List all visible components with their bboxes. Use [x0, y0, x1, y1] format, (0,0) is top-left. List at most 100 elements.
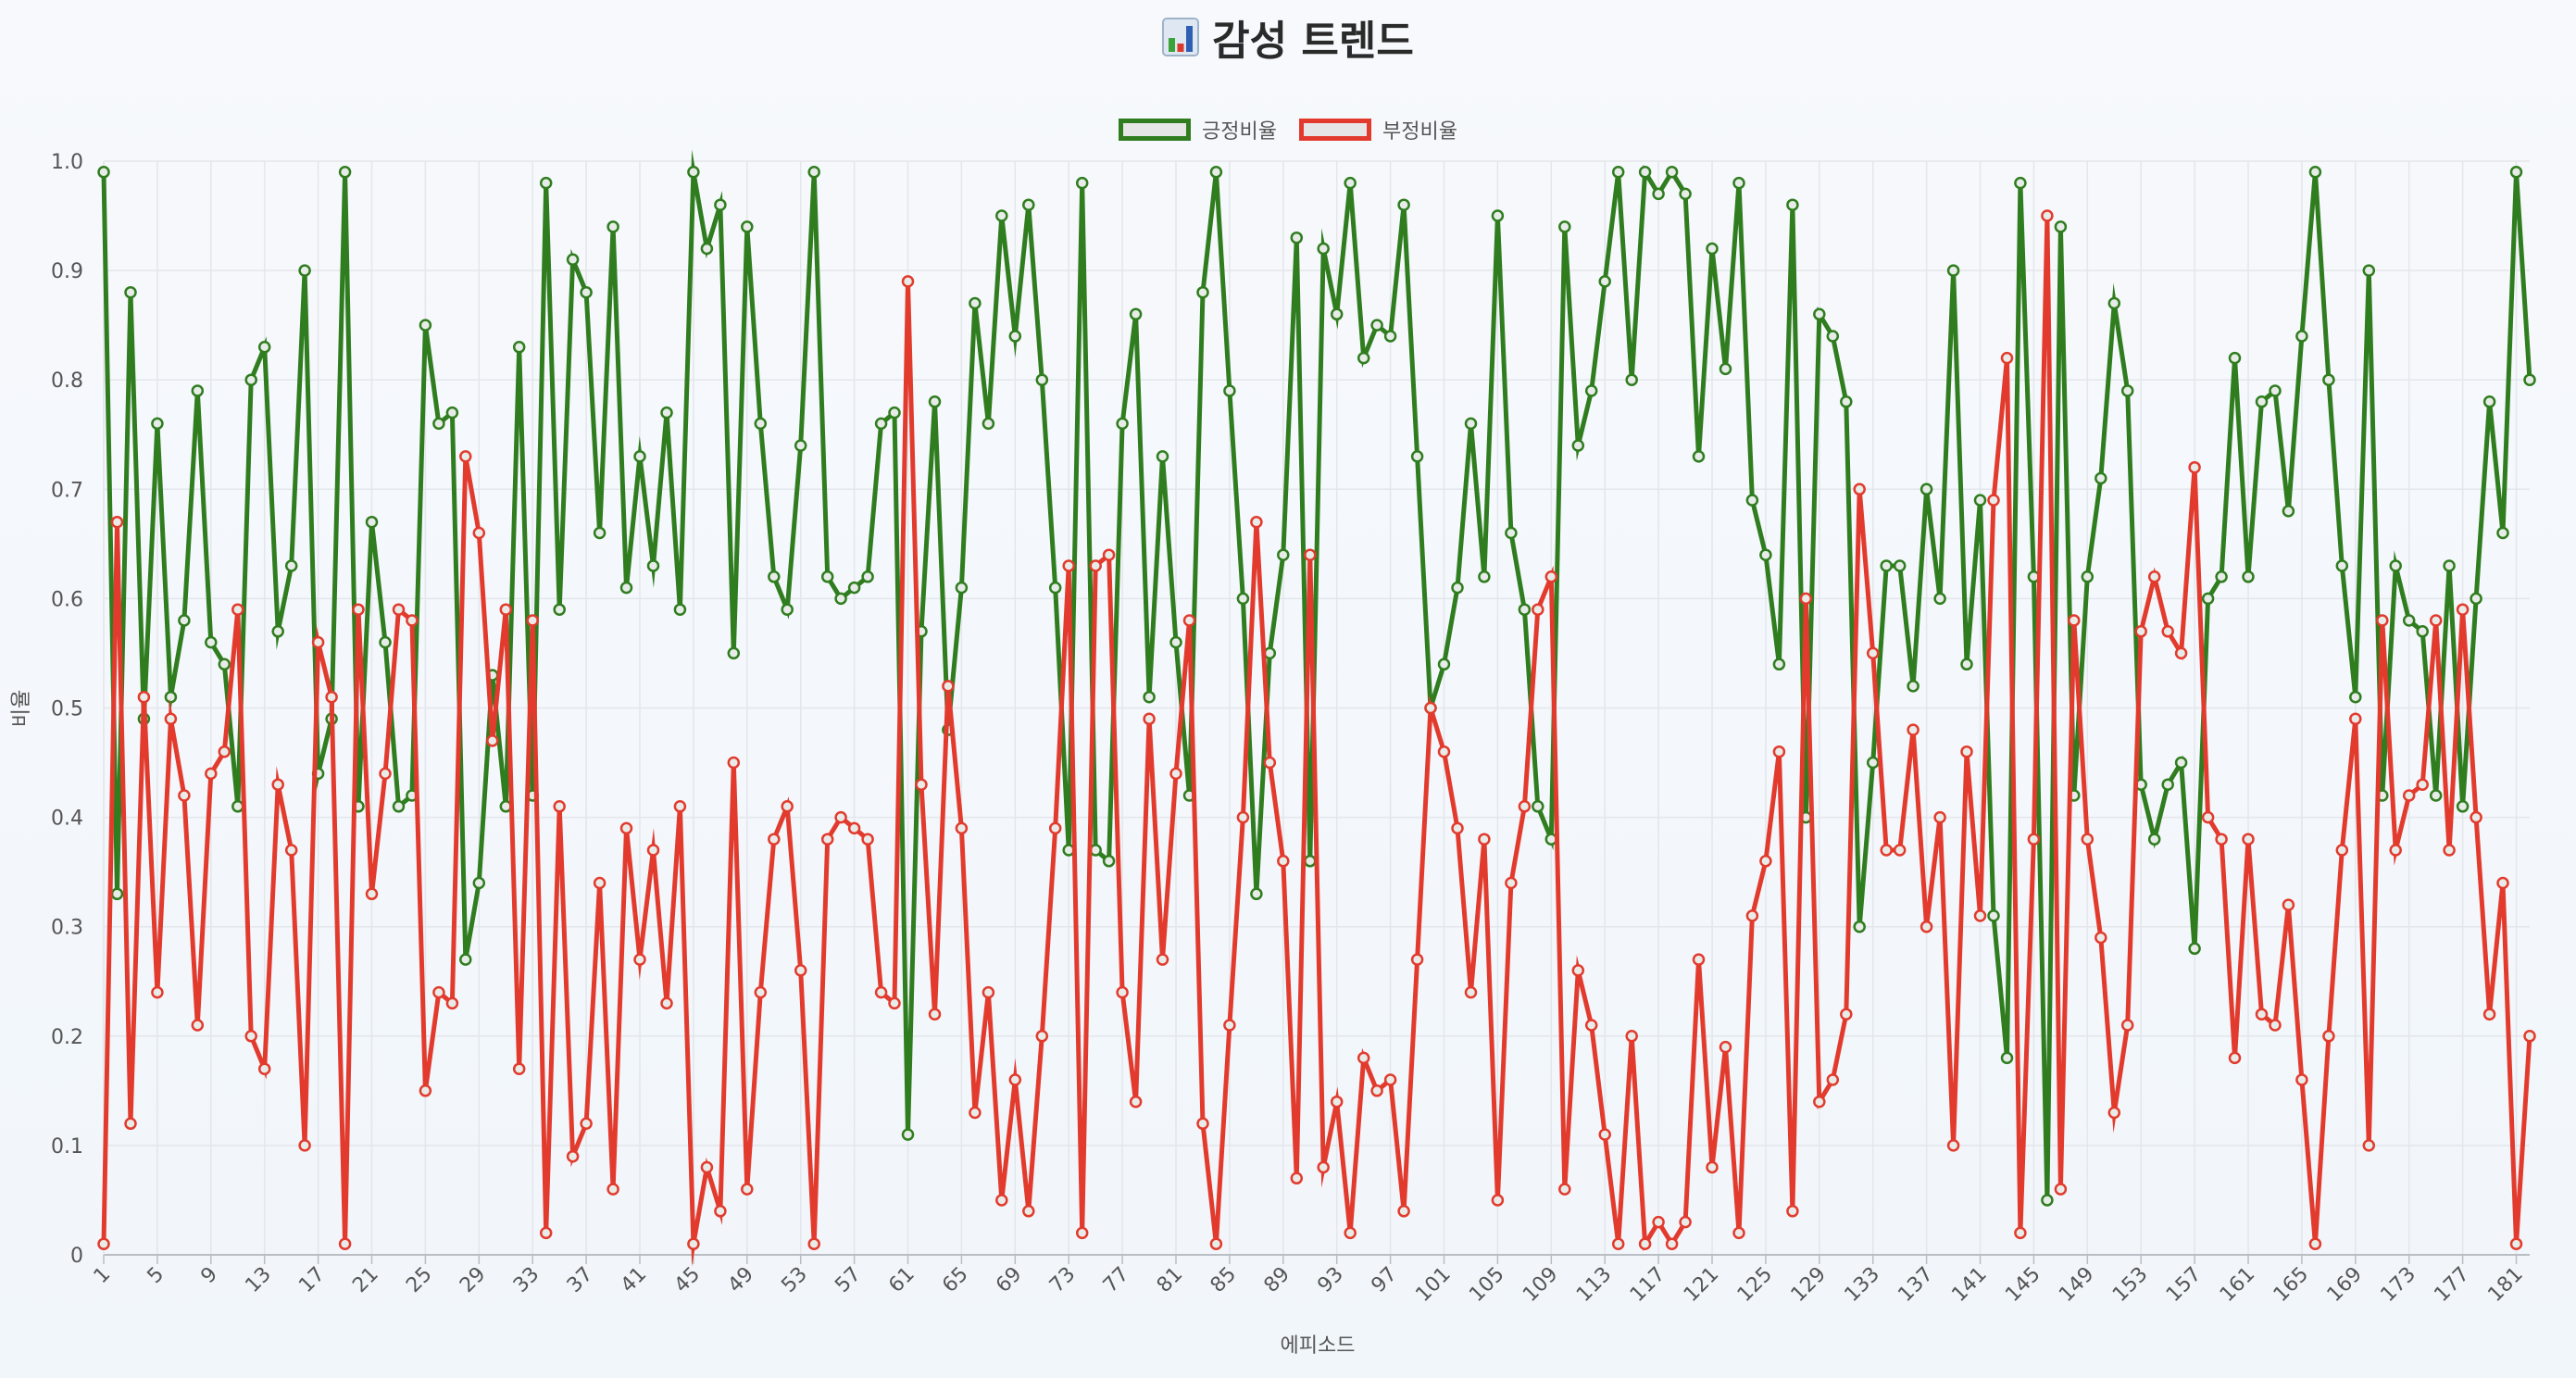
data-point-positive[interactable]: [459, 953, 472, 966]
data-point-negative[interactable]: [419, 1084, 432, 1097]
data-point-positive[interactable]: [969, 296, 982, 310]
data-point-negative[interactable]: [1652, 1215, 1665, 1229]
data-point-positive[interactable]: [1317, 242, 1330, 256]
data-point-negative[interactable]: [1946, 1139, 1960, 1152]
data-point-negative[interactable]: [2443, 844, 2456, 857]
data-point-negative[interactable]: [1236, 810, 1250, 824]
data-point-negative[interactable]: [2027, 833, 2041, 846]
data-point-negative[interactable]: [2120, 1019, 2134, 1032]
data-point-negative[interactable]: [1745, 909, 1759, 922]
data-point-negative[interactable]: [982, 985, 995, 999]
data-point-negative[interactable]: [1866, 646, 1880, 660]
data-point-negative[interactable]: [1598, 1128, 1611, 1141]
data-point-positive[interactable]: [1048, 581, 1062, 595]
data-point-negative[interactable]: [2041, 209, 2054, 222]
data-point-negative[interactable]: [97, 1237, 110, 1250]
data-point-negative[interactable]: [1209, 1237, 1223, 1250]
data-point-negative[interactable]: [1304, 548, 1317, 561]
data-point-positive[interactable]: [2308, 166, 2322, 179]
data-point-positive[interactable]: [593, 526, 606, 540]
data-point-positive[interactable]: [1236, 592, 1250, 606]
data-point-positive[interactable]: [445, 406, 459, 420]
data-point-positive[interactable]: [995, 209, 1008, 222]
data-point-positive[interactable]: [794, 439, 807, 452]
data-point-positive[interactable]: [2496, 526, 2509, 540]
data-point-negative[interactable]: [580, 1117, 593, 1131]
data-point-positive[interactable]: [2282, 505, 2295, 518]
data-point-negative[interactable]: [205, 767, 218, 781]
data-point-positive[interactable]: [1156, 450, 1169, 463]
data-point-negative[interactable]: [1370, 1084, 1383, 1097]
data-point-negative[interactable]: [834, 810, 847, 824]
data-point-positive[interactable]: [1532, 800, 1544, 813]
data-point-negative[interactable]: [2000, 351, 2014, 365]
data-point-negative[interactable]: [1357, 1051, 1370, 1065]
data-point-negative[interactable]: [151, 985, 164, 999]
data-point-negative[interactable]: [1518, 800, 1532, 813]
data-point-positive[interactable]: [633, 450, 646, 463]
data-point-negative[interactable]: [2523, 1030, 2536, 1043]
data-point-positive[interactable]: [1853, 920, 1866, 933]
data-point-positive[interactable]: [539, 176, 553, 190]
data-point-negative[interactable]: [955, 821, 969, 835]
data-point-negative[interactable]: [942, 680, 955, 693]
data-point-positive[interactable]: [1973, 494, 1987, 507]
data-point-negative[interactable]: [1759, 855, 1772, 868]
data-point-positive[interactable]: [1893, 559, 1907, 572]
data-point-positive[interactable]: [2255, 395, 2269, 408]
data-point-positive[interactable]: [205, 635, 218, 649]
data-point-negative[interactable]: [593, 876, 606, 890]
data-point-negative[interactable]: [432, 985, 445, 999]
data-point-negative[interactable]: [191, 1019, 205, 1032]
data-point-positive[interactable]: [754, 417, 768, 431]
data-point-negative[interactable]: [1062, 559, 1075, 572]
data-point-negative[interactable]: [1424, 701, 1437, 715]
data-point-negative[interactable]: [1008, 1073, 1022, 1086]
data-point-positive[interactable]: [847, 581, 861, 595]
data-point-positive[interactable]: [2161, 778, 2174, 791]
data-point-negative[interactable]: [1813, 1095, 1826, 1109]
data-point-positive[interactable]: [1357, 351, 1370, 365]
data-point-negative[interactable]: [1893, 844, 1907, 857]
data-point-positive[interactable]: [2201, 592, 2215, 606]
data-point-positive[interactable]: [2215, 570, 2228, 583]
data-point-negative[interactable]: [1544, 570, 1558, 583]
data-point-positive[interactable]: [419, 319, 432, 332]
data-point-negative[interactable]: [2349, 712, 2362, 726]
data-point-negative[interactable]: [1410, 953, 1424, 966]
data-point-negative[interactable]: [486, 734, 499, 747]
data-point-negative[interactable]: [271, 778, 284, 791]
data-point-negative[interactable]: [1732, 1226, 1745, 1240]
data-point-positive[interactable]: [2362, 264, 2376, 277]
data-point-positive[interactable]: [1451, 581, 1464, 595]
data-point-positive[interactable]: [580, 285, 593, 299]
data-point-negative[interactable]: [110, 515, 124, 529]
data-point-positive[interactable]: [2269, 384, 2282, 397]
data-point-positive[interactable]: [1960, 658, 1973, 671]
data-point-positive[interactable]: [271, 625, 284, 638]
data-point-negative[interactable]: [553, 800, 566, 813]
data-point-negative[interactable]: [1665, 1237, 1679, 1250]
data-point-positive[interactable]: [727, 646, 741, 660]
data-point-negative[interactable]: [1075, 1226, 1089, 1240]
data-point-negative[interactable]: [2107, 1106, 2121, 1120]
data-point-positive[interactable]: [1571, 439, 1585, 452]
data-point-negative[interactable]: [459, 450, 472, 463]
data-point-negative[interactable]: [1182, 614, 1196, 627]
data-point-negative[interactable]: [298, 1139, 311, 1152]
data-point-positive[interactable]: [781, 603, 794, 616]
data-point-positive[interactable]: [2174, 756, 2188, 770]
data-point-negative[interactable]: [714, 1205, 727, 1218]
data-point-negative[interactable]: [2201, 810, 2215, 824]
data-point-positive[interactable]: [1370, 319, 1383, 332]
data-point-negative[interactable]: [1987, 494, 2000, 507]
data-point-negative[interactable]: [352, 603, 365, 616]
data-point-positive[interactable]: [2041, 1194, 2054, 1207]
data-point-positive[interactable]: [1437, 658, 1451, 671]
data-point-negative[interactable]: [566, 1149, 580, 1163]
data-point-positive[interactable]: [1383, 330, 1397, 343]
data-point-negative[interactable]: [1706, 1160, 1719, 1174]
data-point-negative[interactable]: [1290, 1171, 1304, 1185]
data-point-negative[interactable]: [861, 833, 874, 846]
data-point-negative[interactable]: [2282, 898, 2295, 911]
